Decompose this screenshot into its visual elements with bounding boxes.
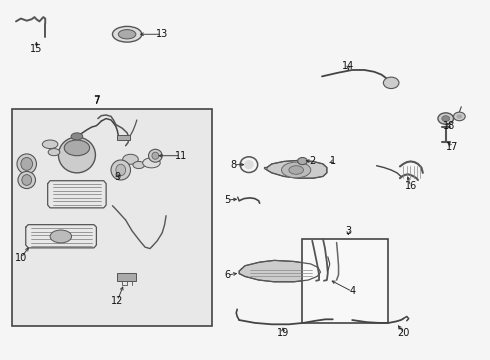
Text: 11: 11 (174, 151, 187, 161)
Polygon shape (267, 160, 327, 178)
Ellipse shape (454, 112, 465, 121)
Text: 7: 7 (93, 96, 99, 106)
Text: 7: 7 (93, 95, 99, 105)
Ellipse shape (113, 26, 142, 42)
Bar (117, 135, 129, 140)
Text: 18: 18 (442, 121, 455, 131)
Text: 4: 4 (349, 287, 355, 296)
Ellipse shape (17, 154, 36, 174)
Ellipse shape (133, 161, 145, 168)
Ellipse shape (42, 140, 58, 149)
Text: 2: 2 (309, 157, 316, 166)
Text: 12: 12 (111, 296, 123, 306)
Bar (12, 109, 212, 327)
Ellipse shape (383, 77, 399, 89)
Text: 17: 17 (446, 142, 458, 152)
Ellipse shape (50, 230, 72, 243)
Text: 1: 1 (330, 157, 336, 166)
Bar (117, 273, 136, 281)
Ellipse shape (282, 162, 311, 178)
Text: 3: 3 (345, 226, 351, 236)
Ellipse shape (152, 152, 159, 159)
Ellipse shape (22, 175, 31, 185)
Text: 20: 20 (398, 328, 410, 338)
Text: 14: 14 (342, 62, 354, 71)
Bar (302, 239, 388, 323)
Ellipse shape (244, 160, 254, 169)
Ellipse shape (21, 157, 32, 170)
Ellipse shape (116, 164, 125, 176)
Text: 10: 10 (15, 253, 27, 263)
Ellipse shape (48, 149, 60, 156)
Ellipse shape (58, 137, 96, 173)
Ellipse shape (71, 133, 83, 140)
Text: 8: 8 (230, 159, 236, 170)
Ellipse shape (438, 113, 454, 124)
Polygon shape (239, 260, 320, 282)
Ellipse shape (148, 149, 162, 162)
Text: 9: 9 (114, 172, 121, 182)
Ellipse shape (18, 171, 35, 189)
Ellipse shape (442, 116, 450, 121)
Text: 15: 15 (30, 44, 43, 54)
Text: 16: 16 (405, 181, 417, 192)
Text: 13: 13 (156, 29, 168, 39)
Text: 5: 5 (224, 195, 231, 205)
Ellipse shape (111, 160, 130, 180)
Ellipse shape (64, 140, 90, 156)
Ellipse shape (457, 114, 462, 118)
Ellipse shape (122, 154, 138, 164)
Ellipse shape (143, 158, 160, 168)
Ellipse shape (289, 166, 303, 174)
Ellipse shape (297, 157, 307, 165)
Text: 6: 6 (224, 270, 230, 280)
Text: 19: 19 (277, 328, 289, 338)
Ellipse shape (118, 30, 136, 39)
